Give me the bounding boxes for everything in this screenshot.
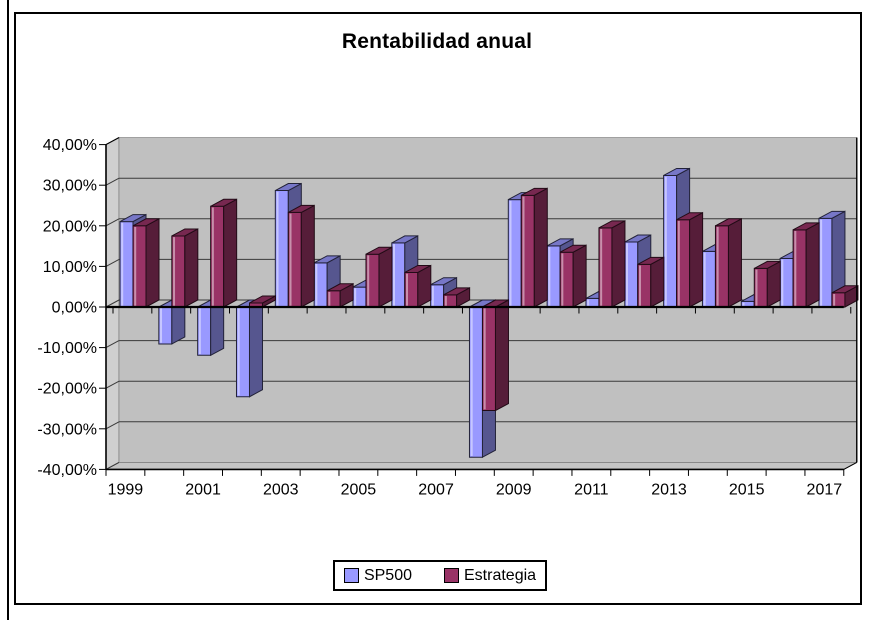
bar-estrategia-2009 — [520, 187, 548, 308]
y-axis-label: -10,00% — [37, 340, 97, 357]
bar-estrategia-2014 — [714, 217, 742, 308]
bar-estrategia-2013 — [676, 211, 704, 308]
bar-sp500-2002 — [235, 299, 263, 398]
x-axis-label: 2013 — [651, 481, 687, 498]
legend-swatch-sp500 — [343, 568, 359, 583]
chart-title: Rentabilidad anual — [341, 30, 533, 53]
x-axis-label: 2003 — [263, 481, 299, 498]
x-axis-label: 2007 — [418, 481, 454, 498]
bar-estrategia-2000 — [171, 228, 199, 308]
legend: SP500 Estrategia — [333, 560, 547, 591]
bar-estrategia-2010 — [559, 244, 587, 308]
bar-estrategia-2012 — [637, 256, 665, 308]
y-axis-label: 20,00% — [43, 218, 97, 235]
bar-estrategia-2011 — [598, 219, 626, 308]
legend-label-estrategia: Estrategia — [464, 566, 537, 584]
bar-estrategia-2006 — [404, 264, 432, 308]
y-axis-label: -30,00% — [37, 421, 97, 438]
bar-estrategia-2016 — [792, 222, 820, 308]
bar-estrategia-2001 — [210, 198, 238, 308]
bar-sp500-2001 — [197, 299, 225, 357]
plot-floor — [105, 461, 857, 470]
bar-estrategia-2017 — [831, 284, 859, 308]
bar-estrategia-2008 — [481, 299, 509, 412]
x-axis-label: 2009 — [496, 481, 532, 498]
x-axis-label: 2001 — [185, 481, 221, 498]
legend-item-sp500: SP500 — [343, 566, 412, 585]
y-axis-label: 30,00% — [43, 178, 97, 195]
x-axis-label: 2017 — [807, 481, 843, 498]
bar-estrategia-2003 — [287, 204, 315, 308]
legend-label-sp500: SP500 — [363, 566, 412, 584]
x-axis-label: 2015 — [729, 481, 765, 498]
legend-swatch-estrategia — [444, 568, 459, 583]
legend-item-estrategia: Estrategia — [444, 567, 536, 585]
y-axis-label: 0,00% — [52, 300, 97, 317]
y-axis-label: 40,00% — [43, 137, 97, 154]
y-axis-label: -40,00% — [37, 462, 97, 479]
x-axis-label: 1999 — [108, 481, 144, 498]
bar-estrategia-1999 — [132, 217, 160, 308]
y-axis-label: -20,00% — [37, 381, 97, 398]
window-left-border — [7, 0, 9, 620]
bar-estrategia-2007 — [443, 286, 471, 308]
bar-estrategia-2004 — [326, 282, 354, 308]
x-axis-label: 2011 — [574, 481, 609, 498]
bar-estrategia-2005 — [365, 246, 393, 308]
bar-estrategia-2015 — [753, 260, 781, 308]
y-axis-label: 10,00% — [43, 259, 97, 276]
x-axis-label: 2005 — [341, 481, 377, 498]
